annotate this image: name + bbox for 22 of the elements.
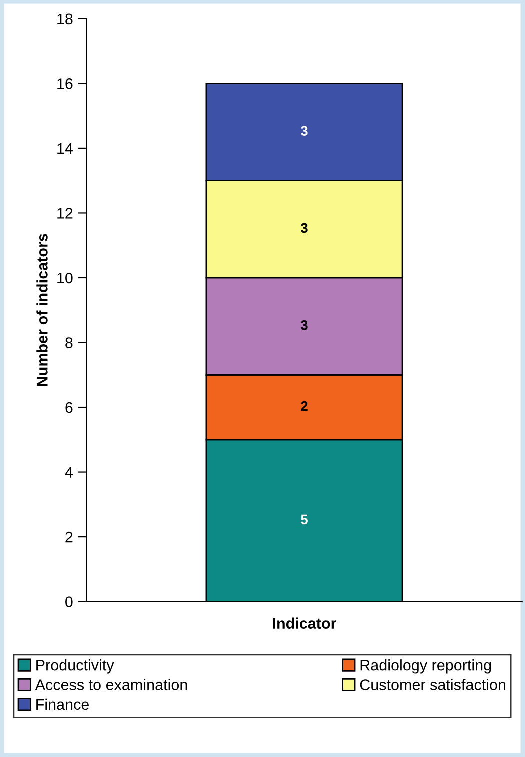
legend-label: Customer satisfaction xyxy=(360,679,506,690)
data-label: 3 xyxy=(300,223,308,234)
legend-label: Finance xyxy=(36,698,89,710)
y-tick-label: 14 xyxy=(58,143,73,154)
data-label: 5 xyxy=(301,514,308,525)
data-label: 3 xyxy=(300,320,308,330)
y-tick-label: 12 xyxy=(58,208,73,219)
y-tick-label: 16 xyxy=(58,78,73,90)
y-tick-label: 2 xyxy=(66,532,73,543)
y-tick-label: 0 xyxy=(66,596,73,608)
y-tick-label: 18 xyxy=(58,14,73,25)
y-tick-label: 6 xyxy=(66,402,73,414)
y-tick-label: 8 xyxy=(66,338,73,348)
legend-label: Access to examination xyxy=(35,679,188,690)
y-tick-label: 10 xyxy=(58,272,73,284)
legend-label: Radiology reporting xyxy=(360,660,492,674)
data-label: 2 xyxy=(301,401,308,412)
data-label: 3 xyxy=(300,126,308,136)
y-tick-label: 4 xyxy=(65,467,73,478)
legend-label: Productivity xyxy=(36,660,114,674)
y-axis-title: Number of indicators xyxy=(36,234,48,386)
x-axis-title: Indicator xyxy=(273,618,337,630)
